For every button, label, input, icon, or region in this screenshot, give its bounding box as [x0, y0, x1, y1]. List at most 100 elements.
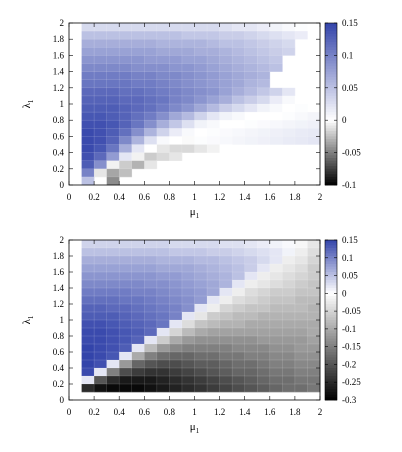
heatmap-cell — [106, 344, 120, 353]
heatmap-cell — [81, 256, 95, 265]
heatmap-cell — [207, 368, 220, 377]
heatmap-cell — [194, 47, 208, 56]
heatmap-cell — [181, 39, 195, 48]
colorbar-segment — [325, 160, 337, 164]
x-tick-label: 1.4 — [239, 192, 251, 202]
heatmap-cell — [94, 344, 107, 353]
heatmap-cell — [156, 248, 170, 257]
heatmap-cell — [81, 71, 95, 80]
heatmap-cell — [94, 71, 107, 80]
y-axis-label: λ1 — [21, 315, 35, 324]
heatmap-cell — [181, 47, 195, 56]
heatmap-cell — [244, 360, 258, 369]
heatmap-cell — [156, 23, 170, 32]
heatmap-cell — [119, 47, 133, 56]
heatmap-cell — [194, 312, 208, 321]
colorbar-segment — [325, 182, 337, 186]
heatmap-cell — [119, 272, 133, 281]
heatmap-cell — [282, 23, 296, 32]
colorbar-segment — [325, 368, 337, 372]
heatmap-cell — [219, 272, 233, 281]
heatmap-cell — [119, 248, 133, 257]
colorbar-segment — [325, 288, 337, 292]
colorbar-tick-label: -0.25 — [342, 377, 361, 387]
heatmap-cell — [131, 320, 145, 329]
colorbar-segment — [325, 285, 337, 289]
heatmap-cell — [81, 368, 95, 377]
heatmap-cell — [94, 248, 107, 257]
heatmap-cell — [257, 95, 271, 105]
heatmap-cell — [119, 376, 133, 385]
colorbar-segment — [325, 98, 337, 102]
colorbar-segment — [325, 301, 337, 305]
heatmap-cell — [106, 39, 120, 48]
heatmap-cell — [144, 104, 158, 113]
heatmap-cell — [269, 368, 283, 377]
heatmap-cell — [294, 23, 308, 32]
heatmap-cell — [181, 336, 195, 345]
heatmap-cell — [207, 31, 220, 40]
heatmap-cell — [119, 95, 133, 105]
colorbar-segment — [325, 149, 337, 153]
heatmap-cell — [169, 328, 183, 337]
heatmap-cell — [269, 288, 283, 297]
heatmap-cell — [282, 352, 296, 361]
heatmap-cell — [257, 128, 271, 137]
y-tick-label: 1.8 — [53, 251, 65, 261]
heatmap-cell — [232, 352, 245, 361]
heatmap-cell — [81, 23, 95, 32]
heatmap-cell — [257, 320, 271, 329]
heatmap-cell — [156, 280, 170, 289]
heatmap-cell — [307, 240, 321, 249]
heatmap-cell — [119, 144, 133, 153]
heatmap-cell — [169, 63, 183, 72]
heatmap-cell — [232, 304, 245, 313]
heatmap-cell — [181, 360, 195, 369]
heatmap-cell — [131, 31, 145, 40]
heatmap-cell — [131, 63, 145, 72]
heatmap-cell — [294, 352, 308, 361]
colorbar-segment — [325, 338, 337, 342]
heatmap-cell — [156, 136, 170, 145]
heatmap-cell — [181, 248, 195, 257]
heatmap-cell — [94, 376, 107, 385]
x-tick-label: 2 — [318, 192, 323, 202]
heatmap-cell — [131, 87, 145, 97]
heatmap-cell — [169, 312, 183, 321]
heatmap-cell — [131, 152, 145, 161]
heatmap-cell — [144, 288, 158, 297]
heatmap-cell — [257, 39, 271, 48]
colorbar-segment — [325, 179, 337, 183]
colorbar-segment — [325, 87, 337, 91]
heatmap-cell — [181, 272, 195, 281]
heatmap-cell — [106, 368, 120, 377]
heatmap-cell — [207, 288, 220, 297]
colorbar-segment — [325, 362, 337, 366]
colorbar-segment — [325, 250, 337, 254]
colorbar-segment — [325, 71, 337, 75]
heatmap-cell — [207, 384, 220, 393]
heatmap-cell — [244, 95, 258, 105]
heatmap-cell — [219, 360, 233, 369]
heatmap-cell — [219, 344, 233, 353]
heatmap-cell — [169, 384, 183, 393]
heatmap-cell — [257, 384, 271, 393]
heatmap-cell — [156, 328, 170, 337]
colorbar-segment — [325, 378, 337, 382]
heatmap-cell — [282, 112, 296, 121]
heatmap-cell — [232, 55, 245, 64]
heatmap-cell — [244, 320, 258, 329]
heatmap-cell — [307, 264, 321, 273]
heatmap-cell — [156, 31, 170, 40]
heatmap-cell — [282, 296, 296, 305]
heatmap-cell — [219, 312, 233, 321]
heatmap-cell — [244, 112, 258, 121]
y-tick-label: 1.2 — [53, 299, 64, 309]
heatmap-cell — [257, 264, 271, 273]
heatmap-cell — [294, 31, 308, 40]
heatmap-cell — [181, 344, 195, 353]
heatmap-cell — [119, 63, 133, 72]
heatmap-cell — [119, 352, 133, 361]
heatmap-cell — [294, 136, 308, 145]
heatmap-cell — [169, 136, 183, 145]
